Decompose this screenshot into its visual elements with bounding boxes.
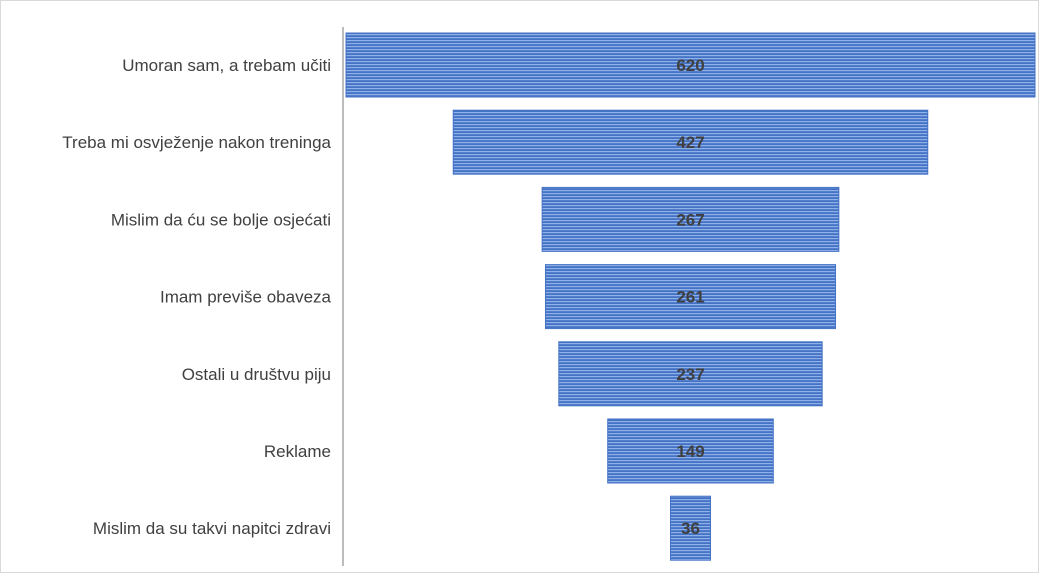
value-label-7: 36	[681, 519, 700, 538]
funnel-bar-2	[452, 109, 929, 175]
value-label-1: 620	[676, 56, 704, 75]
funnel-bar-3	[541, 186, 840, 252]
funnel-bar-6	[607, 418, 774, 484]
category-label-2: Treba mi osvježenje nakon treninga	[62, 133, 331, 152]
funnel-bar-4	[544, 264, 837, 330]
funnel-bar-7	[669, 495, 712, 561]
value-label-2: 427	[676, 133, 704, 152]
value-label-6: 149	[676, 442, 704, 461]
funnel-bar-5	[558, 341, 823, 407]
category-label-3: Mislim da ću se bolje osjećati	[111, 210, 331, 229]
value-labels: 620 427 267 261 237 149 36	[676, 56, 704, 538]
value-label-4: 261	[676, 288, 704, 307]
category-labels: Umoran sam, a trebam učiti Treba mi osvje…	[62, 56, 331, 538]
value-label-3: 267	[676, 210, 704, 229]
value-label-5: 237	[676, 365, 704, 384]
category-label-7: Mislim da su takvi napitci zdravi	[93, 519, 331, 538]
category-label-4: Imam previše obaveza	[160, 288, 332, 307]
category-label-5: Ostali u društvu piju	[182, 365, 331, 384]
funnel-bars	[345, 32, 1036, 561]
funnel-bar-1	[345, 32, 1036, 98]
category-label-6: Reklame	[264, 442, 331, 461]
category-label-1: Umoran sam, a trebam učiti	[122, 56, 331, 75]
